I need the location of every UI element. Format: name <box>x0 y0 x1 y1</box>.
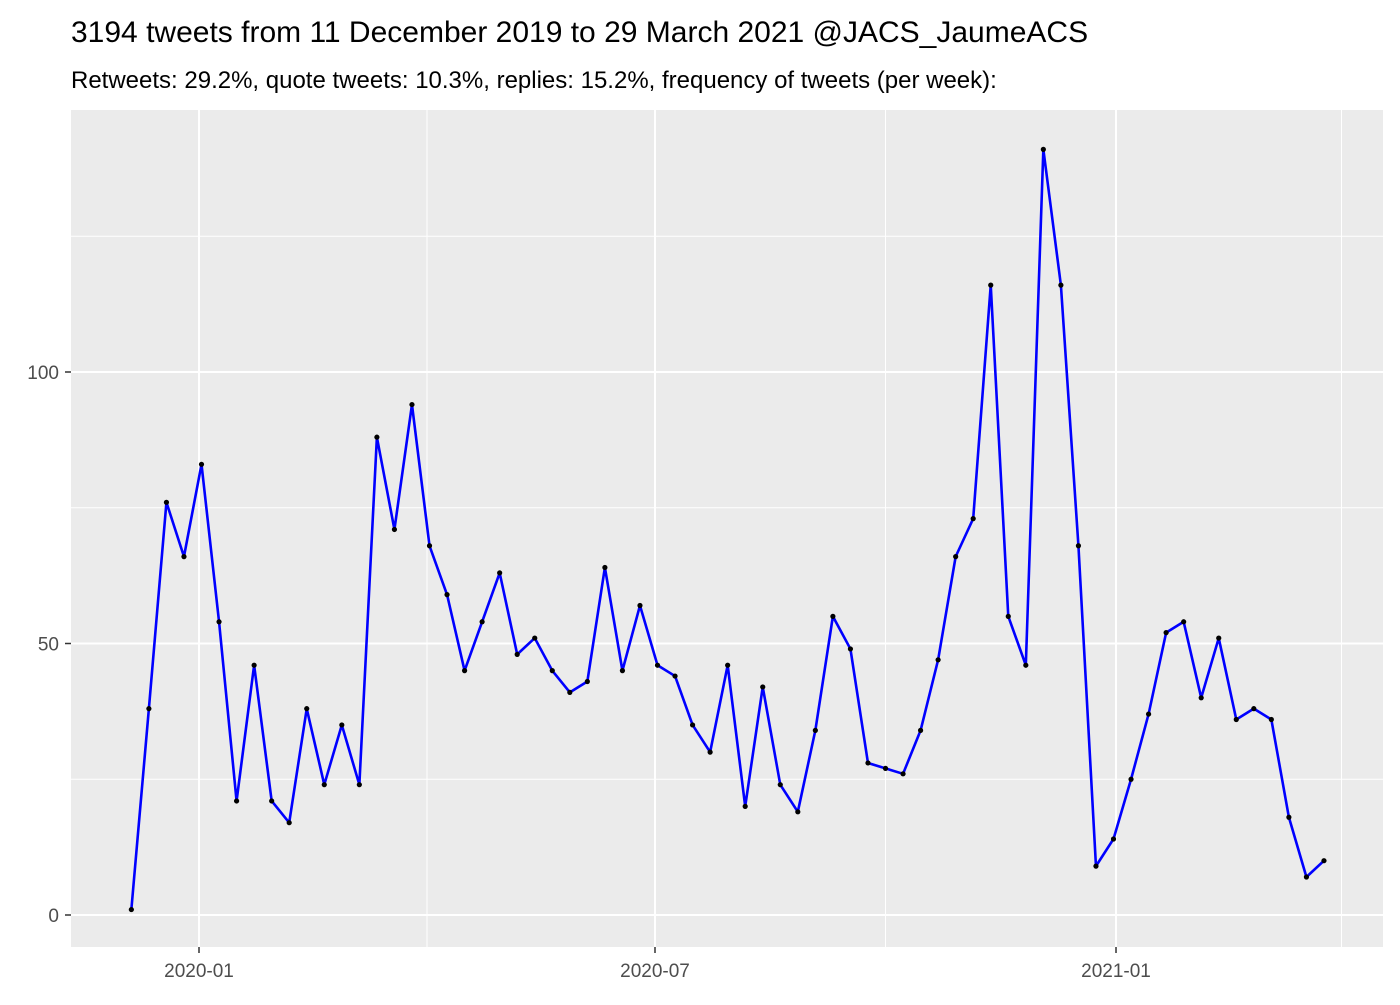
data-point <box>830 613 836 619</box>
y-tick-label: 100 <box>27 363 59 384</box>
data-point <box>321 782 327 788</box>
data-point <box>426 543 433 549</box>
data-point <box>198 461 205 467</box>
x-tick-label: 2021-01 <box>1081 961 1151 982</box>
data-point <box>1233 716 1239 723</box>
data-point <box>497 570 503 576</box>
data-point <box>356 782 362 788</box>
chart-subtitle: Retweets: 29.2%, quote tweets: 10.3%, re… <box>71 67 997 94</box>
x-axis: 2020-01 2020-07 2021-01 <box>164 947 1151 982</box>
data-point <box>935 657 941 663</box>
y-tick-label: 0 <box>48 906 59 927</box>
data-point <box>409 401 415 408</box>
data-point <box>1093 863 1099 869</box>
data-point <box>1198 695 1204 701</box>
data-point <box>532 635 538 641</box>
data-point <box>1286 814 1292 820</box>
plot-panel <box>71 110 1383 947</box>
data-point <box>1163 630 1169 636</box>
data-point <box>707 749 713 755</box>
data-point <box>479 619 485 625</box>
data-point <box>953 554 959 560</box>
data-point <box>777 782 783 788</box>
data-point <box>654 662 661 668</box>
data-point <box>444 592 450 598</box>
data-point <box>374 434 380 440</box>
data-point <box>391 526 398 533</box>
data-point <box>339 722 345 728</box>
data-point <box>567 689 573 695</box>
data-point <box>795 809 801 815</box>
data-point <box>1058 282 1064 288</box>
data-point <box>181 554 187 560</box>
data-point <box>1040 146 1046 152</box>
data-point <box>514 651 520 657</box>
data-point <box>1321 858 1327 864</box>
grid <box>71 110 1383 947</box>
data-point <box>917 727 924 733</box>
data-point <box>637 602 643 609</box>
x-tick-label: 2020-07 <box>620 961 690 982</box>
data-point <box>216 619 222 625</box>
data-point <box>970 516 976 522</box>
data-point <box>988 282 994 288</box>
data-point <box>1303 874 1310 880</box>
data-point <box>128 906 134 913</box>
data-point <box>1181 619 1187 625</box>
data-point <box>1145 711 1152 717</box>
data-point <box>1110 836 1117 842</box>
data-point <box>1251 706 1257 712</box>
data-point <box>882 765 889 771</box>
data-point <box>146 706 152 712</box>
data-points <box>128 146 1327 913</box>
data-point <box>461 668 468 674</box>
data-point <box>1128 776 1134 782</box>
data-point <box>602 564 608 571</box>
data-point <box>584 678 590 685</box>
data-point <box>619 668 626 674</box>
data-point <box>304 706 310 712</box>
data-point <box>1268 716 1274 723</box>
data-point <box>233 798 240 804</box>
data-point <box>689 722 696 728</box>
data-point <box>251 662 257 668</box>
data-point <box>163 499 170 505</box>
data-point <box>286 820 292 826</box>
chart-title: 3194 tweets from 11 December 2019 to 29 … <box>71 16 1088 49</box>
data-point <box>1216 635 1222 641</box>
y-tick-label: 50 <box>38 635 59 656</box>
data-point <box>900 771 906 777</box>
data-point <box>847 646 854 652</box>
data-point <box>1023 662 1029 668</box>
data-point <box>269 798 275 804</box>
data-point <box>672 673 678 679</box>
data-point <box>725 662 731 668</box>
data-point <box>865 760 871 766</box>
data-point <box>1005 613 1011 619</box>
data-point <box>812 727 818 733</box>
data-point <box>1075 543 1082 549</box>
x-tick-label: 2020-01 <box>164 961 234 982</box>
data-point <box>549 668 555 674</box>
y-axis: 0 50 100 <box>27 363 71 927</box>
data-point <box>760 684 766 690</box>
data-point <box>742 803 748 810</box>
